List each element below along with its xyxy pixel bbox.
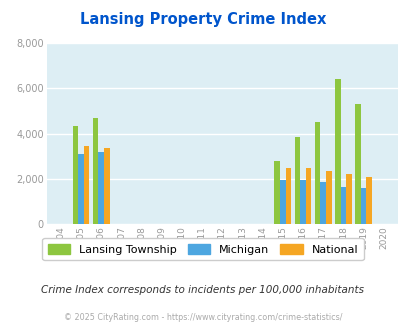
Bar: [104, 148, 109, 224]
Bar: [98, 152, 104, 224]
Bar: [345, 175, 351, 224]
Bar: [320, 182, 325, 224]
Bar: [78, 154, 83, 224]
Bar: [354, 104, 360, 224]
Bar: [285, 168, 291, 224]
Bar: [365, 177, 371, 224]
Bar: [314, 122, 320, 224]
Text: Lansing Property Crime Index: Lansing Property Crime Index: [80, 12, 325, 26]
Bar: [325, 171, 331, 224]
Bar: [279, 180, 285, 224]
Legend: Lansing Township, Michigan, National: Lansing Township, Michigan, National: [42, 238, 363, 260]
Bar: [72, 126, 78, 224]
Bar: [360, 188, 365, 224]
Bar: [340, 187, 345, 224]
Bar: [274, 161, 279, 224]
Bar: [299, 180, 305, 224]
Text: © 2025 CityRating.com - https://www.cityrating.com/crime-statistics/: © 2025 CityRating.com - https://www.city…: [64, 313, 341, 322]
Bar: [92, 118, 98, 224]
Bar: [305, 168, 311, 224]
Text: Crime Index corresponds to incidents per 100,000 inhabitants: Crime Index corresponds to incidents per…: [41, 285, 364, 295]
Bar: [294, 137, 299, 224]
Bar: [334, 79, 340, 224]
Bar: [83, 146, 89, 224]
